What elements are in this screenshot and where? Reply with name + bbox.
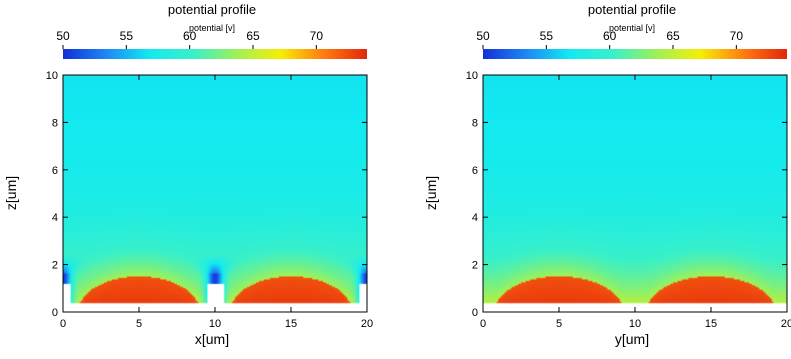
x-tick-label: 20 bbox=[781, 318, 791, 330]
colorbar-label: potential [v] bbox=[609, 23, 655, 33]
colorbar-tick-label: 65 bbox=[666, 29, 680, 43]
colorbar-tick-label: 65 bbox=[246, 29, 260, 43]
colorbar-ticks: 50 55 60 65 70 bbox=[476, 29, 743, 49]
chart-panel-x: potential profile potential [v] 50 55 60 65… bbox=[0, 0, 395, 354]
x-tick-label: 10 bbox=[209, 318, 221, 330]
x-tick-label: 5 bbox=[556, 318, 562, 330]
y-tick-label: 2 bbox=[52, 260, 58, 272]
x-tick-label: 5 bbox=[136, 318, 142, 330]
colorbar-ticks: 50 55 60 65 70 bbox=[56, 29, 323, 49]
chart-title: potential profile bbox=[168, 2, 256, 17]
x-tick-label: 15 bbox=[705, 318, 717, 330]
chart-panel-y: potential profile potential [v] 50 55 60 65… bbox=[420, 0, 791, 354]
heatmap-image bbox=[63, 75, 367, 312]
colorbar-tick-label: 70 bbox=[310, 29, 324, 43]
x-tick-label: 15 bbox=[285, 318, 297, 330]
colorbar-tick-label: 50 bbox=[476, 29, 490, 43]
y-tick-label: 4 bbox=[472, 212, 478, 224]
y-tick-label: 0 bbox=[472, 307, 478, 319]
chart-title: potential profile bbox=[588, 2, 676, 17]
x-tick-label: 0 bbox=[60, 318, 66, 330]
heatmap-chart-y: potential profile potential [v] 50 55 60 65… bbox=[423, 2, 791, 347]
heatmap-image bbox=[483, 75, 787, 312]
y-tick-label: 2 bbox=[472, 260, 478, 272]
y-tick-label: 6 bbox=[472, 165, 478, 177]
x-axis-label: x[um] bbox=[195, 331, 229, 347]
y-tick-label: 10 bbox=[466, 70, 478, 82]
colorbar-tick-label: 70 bbox=[730, 29, 744, 43]
y-axis-label: z[um] bbox=[3, 176, 19, 210]
x-tick-label: 20 bbox=[361, 318, 373, 330]
colorbar-label: potential [v] bbox=[189, 23, 235, 33]
y-axis-label: z[um] bbox=[423, 176, 439, 210]
colorbar-tick-label: 55 bbox=[120, 29, 134, 43]
y-tick-label: 0 bbox=[52, 307, 58, 319]
x-tick-label: 0 bbox=[480, 318, 486, 330]
heatmap-chart-x: potential profile potential [v] 50 55 60 65… bbox=[3, 2, 373, 347]
y-tick-label: 6 bbox=[52, 165, 58, 177]
colorbar-tick-label: 60 bbox=[603, 29, 617, 43]
axis-ticks: 0 5 10 15 20 0 2 4 6 8 10 bbox=[466, 70, 791, 330]
colorbar-tick-label: 50 bbox=[56, 29, 70, 43]
colorbar-tick-label: 60 bbox=[183, 29, 197, 43]
colorbar bbox=[63, 49, 367, 59]
y-tick-label: 4 bbox=[52, 212, 58, 224]
x-tick-label: 10 bbox=[629, 318, 641, 330]
x-axis-label: y[um] bbox=[615, 331, 649, 347]
colorbar-tick-label: 55 bbox=[540, 29, 554, 43]
y-tick-label: 8 bbox=[52, 117, 58, 129]
axis-ticks: 0 5 10 15 20 0 2 4 6 8 10 bbox=[46, 70, 373, 330]
y-tick-label: 10 bbox=[46, 70, 58, 82]
y-tick-label: 8 bbox=[472, 117, 478, 129]
colorbar bbox=[483, 49, 787, 59]
